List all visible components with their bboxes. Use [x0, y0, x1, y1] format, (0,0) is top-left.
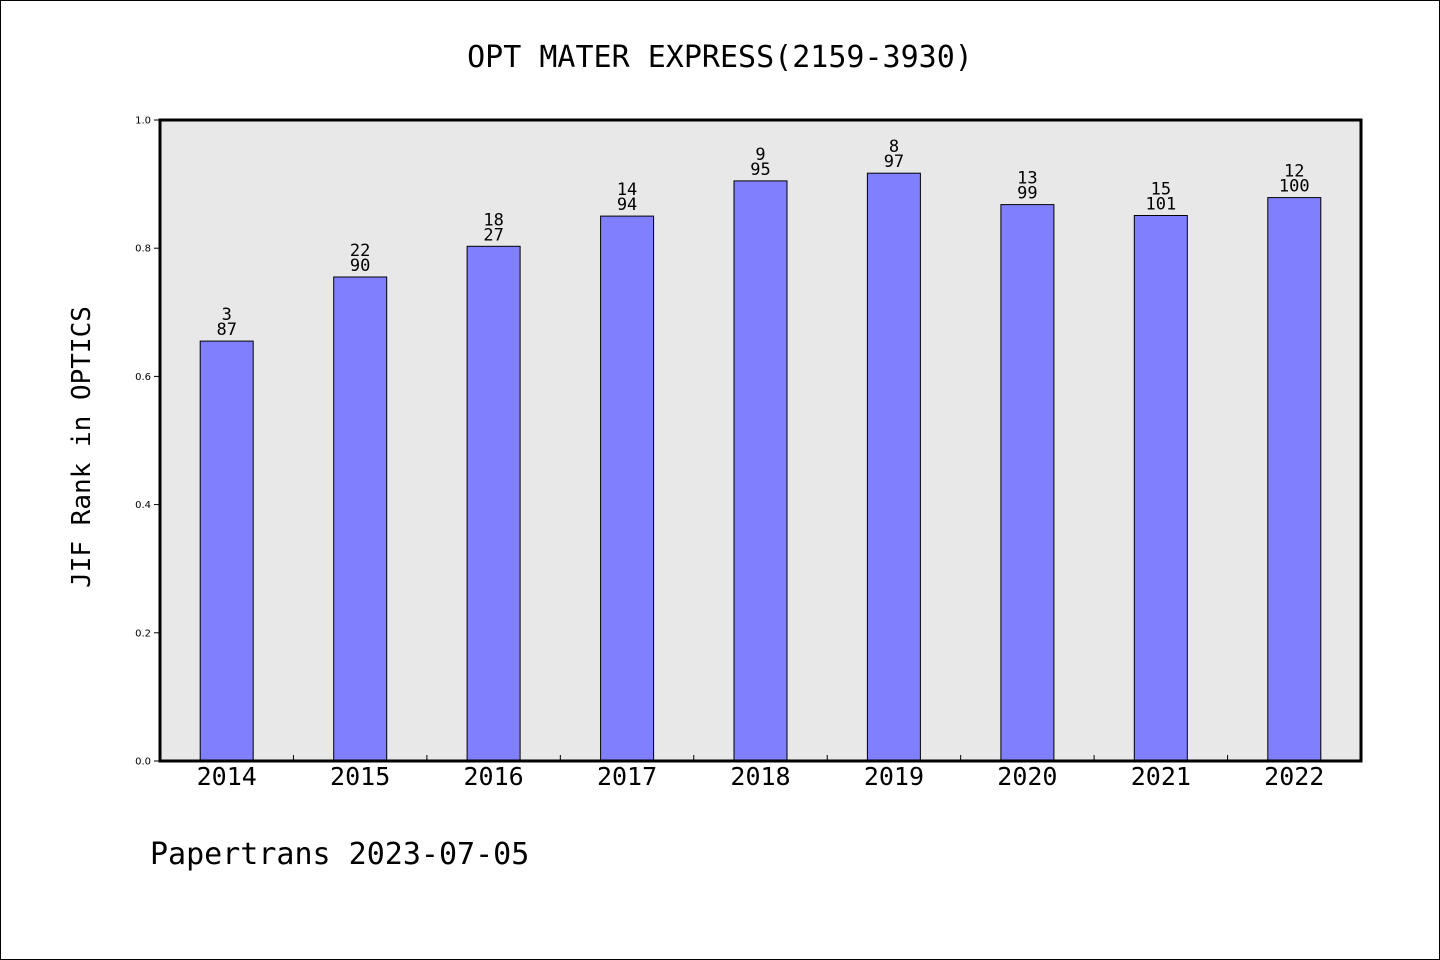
y-axis-label: JIF Rank in OPTICS	[67, 306, 97, 588]
bar-2020	[1000, 204, 1055, 762]
x-tick-label: 2020	[997, 762, 1057, 791]
bar-2021	[1133, 215, 1188, 762]
y-tick-label: 0.8	[135, 244, 151, 255]
bar-rank-label: 14	[617, 180, 637, 200]
x-tick-label: 2021	[1131, 762, 1191, 791]
footer-text: Papertrans 2023-07-05	[150, 837, 529, 872]
bar-total-label: 97	[884, 152, 904, 172]
x-tick-label: 2018	[730, 762, 790, 791]
chart-title: OPT MATER EXPRESS(2159-3930)	[467, 40, 973, 75]
bar-2022	[1267, 197, 1322, 762]
y-tick-label: 1.0	[135, 116, 151, 127]
x-tick-label: 2015	[330, 762, 390, 791]
bar-2017	[600, 215, 655, 762]
bar-total-label: 100	[1279, 177, 1310, 197]
ticks-layer: 2014 2015 2016 2017 2018 2019 2020 2021 2022 0.0 0…	[135, 116, 1324, 792]
bar-rank-label: 3	[222, 305, 232, 325]
bar-2014	[199, 340, 254, 762]
x-tick-label: 2019	[864, 762, 924, 791]
x-tick-label: 2017	[597, 762, 657, 791]
bar-rank-label: 15	[1151, 180, 1171, 200]
bar-rank-label: 9	[755, 145, 765, 165]
bar-rank-label: 13	[1017, 169, 1037, 189]
bar-total-label: 87	[216, 320, 236, 340]
bar-rank-label: 8	[889, 137, 899, 157]
x-tick-label: 2016	[464, 762, 524, 791]
bar-2015	[333, 276, 388, 762]
x-tick-label: 2022	[1264, 762, 1324, 791]
x-tick-label: 2014	[197, 762, 257, 791]
bar-total-label: 27	[483, 225, 503, 245]
bar-rank-label: 12	[1284, 162, 1304, 182]
bar-rank-label: 22	[350, 241, 370, 261]
y-tick-label: 0.2	[135, 628, 151, 639]
bar-2019	[866, 172, 921, 762]
plot-border	[158, 118, 1363, 763]
y-tick-label: 0.4	[135, 500, 151, 511]
y-tick-label: 0.6	[135, 372, 151, 383]
bar-total-label: 99	[1017, 184, 1037, 204]
bar-total-label: 101	[1145, 195, 1176, 215]
bar-total-label: 90	[350, 256, 370, 276]
bar-rank-label: 18	[483, 210, 503, 230]
bar-total-label: 95	[750, 160, 770, 180]
y-tick-label: 0.0	[135, 757, 151, 768]
bar-2016	[466, 245, 521, 762]
bar-2018	[733, 180, 788, 762]
bar-total-label: 94	[617, 195, 637, 215]
